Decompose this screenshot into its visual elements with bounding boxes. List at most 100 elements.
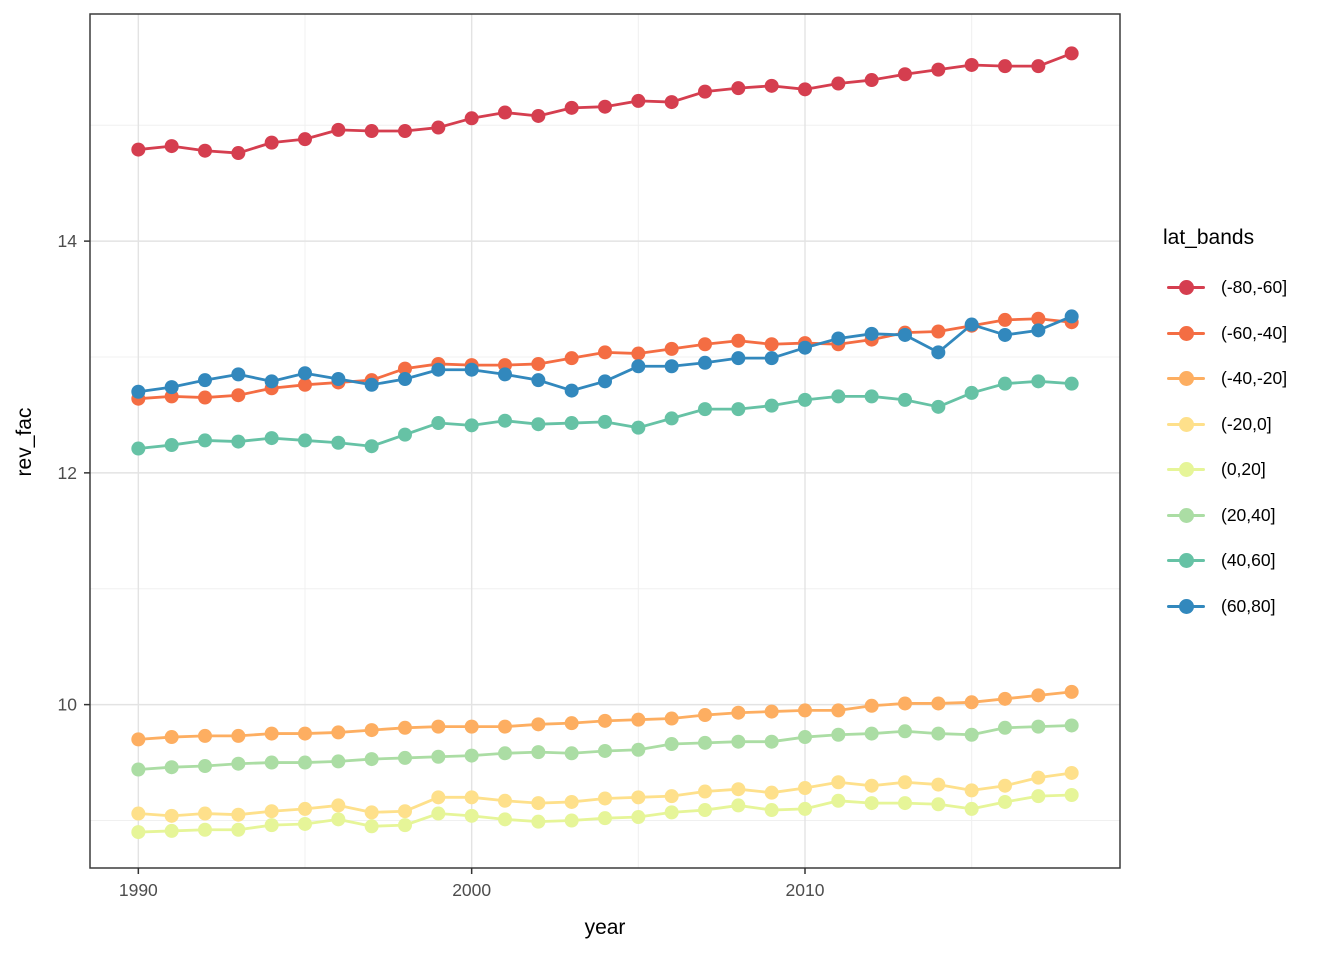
data-point (1064, 46, 1079, 61)
data-point (764, 78, 779, 93)
data-point (964, 801, 979, 816)
data-point (931, 696, 946, 711)
y-tick-label: 12 (58, 463, 77, 483)
legend-item: (20,40] (1150, 493, 1344, 539)
legend-item: (-20,0] (1150, 402, 1344, 448)
y-tick-label: 10 (58, 695, 78, 715)
data-point (531, 356, 546, 371)
data-point (998, 376, 1012, 391)
data-point (198, 822, 212, 837)
data-point (731, 333, 746, 348)
data-point (464, 790, 479, 805)
data-point (798, 340, 812, 355)
data-point (564, 416, 579, 431)
data-point (298, 726, 312, 741)
data-point (764, 803, 779, 818)
data-point (298, 816, 312, 831)
data-point (764, 398, 779, 413)
y-axis-title: rev_fac (13, 407, 36, 477)
data-point (564, 351, 579, 366)
data-point (531, 108, 546, 123)
data-point (331, 725, 346, 740)
data-point (698, 402, 712, 417)
data-point (531, 814, 546, 829)
data-point (464, 748, 479, 763)
data-point (364, 377, 379, 392)
data-point (931, 345, 946, 360)
data-point (831, 703, 846, 718)
data-point (398, 372, 412, 387)
legend-item-label: (-80,-60] (1221, 277, 1288, 298)
data-point (1031, 770, 1046, 785)
data-point (931, 777, 946, 792)
data-point (664, 737, 679, 752)
data-point (331, 812, 346, 827)
data-point (764, 734, 779, 749)
data-point (1031, 59, 1046, 74)
data-point (398, 818, 412, 833)
data-point (764, 337, 779, 352)
data-point (131, 806, 146, 821)
data-point (1064, 765, 1079, 780)
data-point (364, 124, 379, 139)
data-point (631, 742, 646, 757)
data-point (131, 825, 146, 840)
data-point (498, 719, 512, 734)
legend-key-icon (1167, 280, 1205, 296)
legend-item-label: (-40,-20] (1221, 368, 1288, 389)
data-point (731, 402, 746, 417)
data-point (231, 807, 246, 822)
data-point (631, 359, 646, 374)
legend-key-icon (1167, 507, 1205, 523)
data-point (1031, 374, 1046, 389)
data-point (598, 743, 612, 758)
data-point (664, 341, 679, 356)
legend-item-label: (60,80] (1221, 595, 1276, 616)
data-point (431, 806, 446, 821)
data-point (364, 723, 379, 738)
data-point (231, 388, 246, 403)
data-point (464, 418, 479, 433)
data-point (998, 778, 1012, 793)
legend-key-icon (1167, 462, 1205, 478)
legend-item-label: (0,20] (1221, 459, 1266, 480)
data-point (198, 433, 212, 448)
data-point (898, 327, 912, 342)
data-point (398, 427, 412, 442)
data-point (298, 377, 312, 392)
data-point (598, 374, 612, 389)
data-point (264, 726, 279, 741)
data-point (664, 359, 679, 374)
data-point (231, 367, 246, 382)
data-point (864, 726, 879, 741)
data-point (1064, 787, 1079, 802)
data-point (431, 416, 446, 431)
legend-item: (40,60] (1150, 538, 1344, 584)
data-point (198, 728, 212, 743)
data-point (831, 76, 846, 91)
data-point (364, 819, 379, 834)
data-point (464, 719, 479, 734)
data-point (431, 362, 446, 377)
data-point (431, 790, 446, 805)
data-point (831, 727, 846, 742)
legend-item: (60,80] (1150, 584, 1344, 630)
data-point (964, 317, 979, 332)
data-point (598, 414, 612, 429)
legend-key-icon (1167, 416, 1205, 432)
data-point (864, 778, 879, 793)
data-point (564, 100, 579, 115)
data-point (798, 392, 812, 407)
data-point (298, 433, 312, 448)
data-point (698, 784, 712, 799)
legend-item-label: (-60,-40] (1221, 322, 1288, 343)
data-point (764, 704, 779, 719)
data-point (264, 804, 279, 819)
data-point (698, 803, 712, 818)
data-point (231, 822, 246, 837)
data-point (731, 782, 746, 797)
data-point (498, 812, 512, 827)
data-point (698, 735, 712, 750)
legend: lat_bands (-80,-60] (-60,-40] (-40,-20] (-2… (1150, 226, 1344, 629)
